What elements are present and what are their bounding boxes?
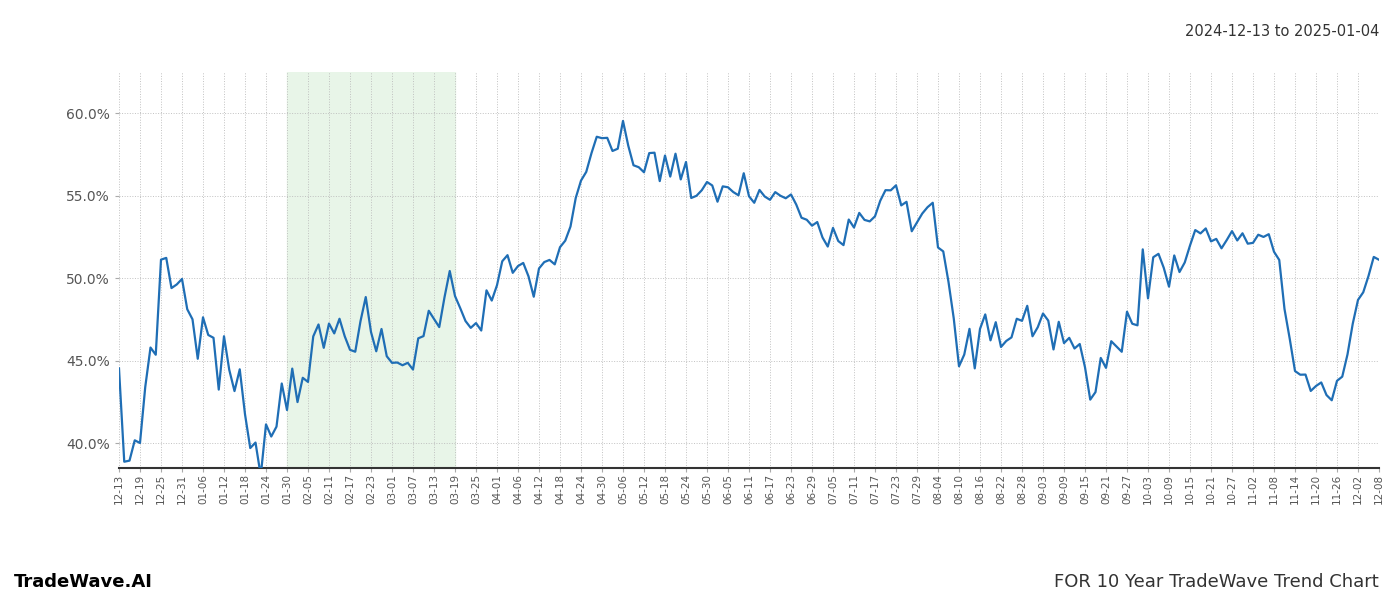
- Text: 2024-12-13 to 2025-01-04: 2024-12-13 to 2025-01-04: [1184, 24, 1379, 39]
- Text: FOR 10 Year TradeWave Trend Chart: FOR 10 Year TradeWave Trend Chart: [1054, 573, 1379, 591]
- Text: TradeWave.AI: TradeWave.AI: [14, 573, 153, 591]
- Bar: [287, 72, 455, 468]
